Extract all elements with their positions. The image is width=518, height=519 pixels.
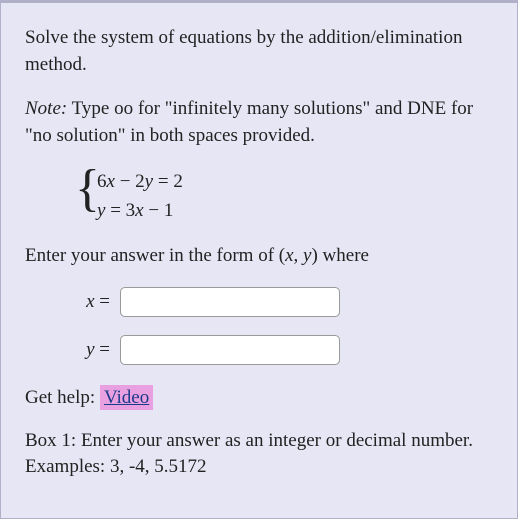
- note-block: Note: Type oo for "infinitely many solut…: [25, 96, 493, 149]
- y-input-row: y =: [70, 335, 493, 365]
- equation-2: y = 3x − 1: [97, 198, 493, 225]
- prompt-pre: Enter your answer in the form of (: [25, 245, 285, 266]
- eq1-coef-b: 2: [135, 171, 145, 192]
- equation-system: { 6x − 2y = 2 y = 3x − 1: [75, 169, 493, 224]
- help-row: Get help: Video: [25, 385, 493, 412]
- prompt-var-x: x: [285, 245, 293, 266]
- eq2-var-x: x: [135, 200, 143, 221]
- y-label: y =: [70, 337, 120, 364]
- answer-inputs: x = y =: [70, 287, 493, 365]
- eq2-coef-a: 3: [126, 200, 136, 221]
- y-label-var: y: [86, 339, 94, 360]
- note-label: Note:: [25, 98, 67, 119]
- video-link[interactable]: Video: [100, 385, 153, 410]
- y-answer-input[interactable]: [120, 335, 340, 365]
- prompt-mid: ,: [294, 245, 304, 266]
- x-label: x =: [70, 289, 120, 316]
- y-label-eq: =: [95, 339, 110, 360]
- help-label: Get help:: [25, 387, 100, 408]
- eq1-var-x: x: [107, 171, 115, 192]
- instruction-text: Solve the system of equations by the add…: [25, 25, 493, 78]
- x-answer-input[interactable]: [120, 287, 340, 317]
- prompt-post: ) where: [311, 245, 369, 266]
- note-text: Type oo for "infinitely many solutions" …: [25, 98, 473, 146]
- hint-text: Box 1: Enter your answer as an integer o…: [25, 428, 493, 481]
- eq2-const: 1: [164, 200, 174, 221]
- x-input-row: x =: [70, 287, 493, 317]
- answer-prompt: Enter your answer in the form of (x, y) …: [25, 243, 493, 270]
- question-card: Solve the system of equations by the add…: [0, 0, 518, 519]
- equation-1: 6x − 2y = 2: [97, 169, 493, 196]
- x-label-eq: =: [95, 291, 110, 312]
- eq1-rhs: 2: [173, 171, 183, 192]
- eq1-var-y: y: [145, 171, 153, 192]
- x-label-var: x: [86, 291, 94, 312]
- left-brace-icon: {: [75, 163, 100, 215]
